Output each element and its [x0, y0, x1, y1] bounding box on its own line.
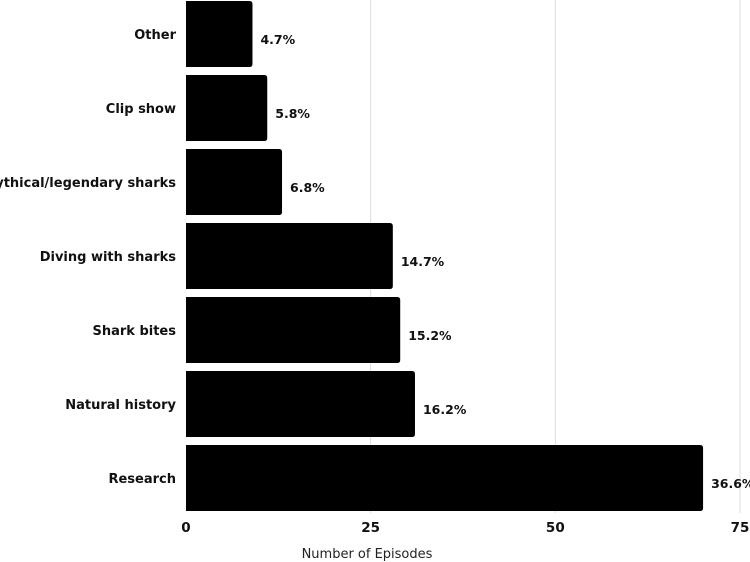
- x-tick-label-25: 25: [361, 520, 380, 536]
- bar-shark-bites: [186, 297, 401, 363]
- bar-mythical-legendary-sharks: [186, 149, 283, 215]
- bar-other: [186, 1, 253, 67]
- x-axis-title: Number of Episodes: [302, 547, 433, 562]
- value-label: 6.8%: [290, 180, 325, 195]
- x-axis-ticks: 0 25 50 75: [181, 520, 749, 536]
- category-label: Research: [108, 472, 176, 487]
- category-label: Clip show: [106, 102, 176, 117]
- bar-clip-show: [186, 75, 268, 141]
- category-label: Other: [134, 28, 176, 43]
- value-label: 4.7%: [260, 32, 295, 47]
- value-labels: 4.7% 5.8% 6.8% 14.7% 15.2% 16.2% 36.6%: [260, 32, 750, 491]
- bar-research: [186, 445, 704, 511]
- category-label: Mythical/legendary sharks: [0, 176, 176, 191]
- value-label: 5.8%: [275, 106, 310, 121]
- value-label: 14.7%: [401, 254, 445, 269]
- value-label: 15.2%: [408, 328, 452, 343]
- x-tick-label-50: 50: [546, 520, 565, 536]
- value-label: 16.2%: [423, 402, 467, 417]
- category-labels: Other Clip show Mythical/legendary sharks D…: [0, 28, 177, 487]
- value-label: 36.6%: [711, 476, 750, 491]
- category-label: Shark bites: [92, 324, 176, 339]
- category-label: Natural history: [65, 398, 176, 413]
- x-tick-label-75: 75: [731, 520, 750, 536]
- category-label: Diving with sharks: [40, 250, 177, 265]
- bars: [186, 1, 704, 511]
- bar-natural-history: [186, 371, 415, 437]
- x-tick-label-0: 0: [181, 520, 190, 536]
- bar-diving-with-sharks: [186, 223, 393, 289]
